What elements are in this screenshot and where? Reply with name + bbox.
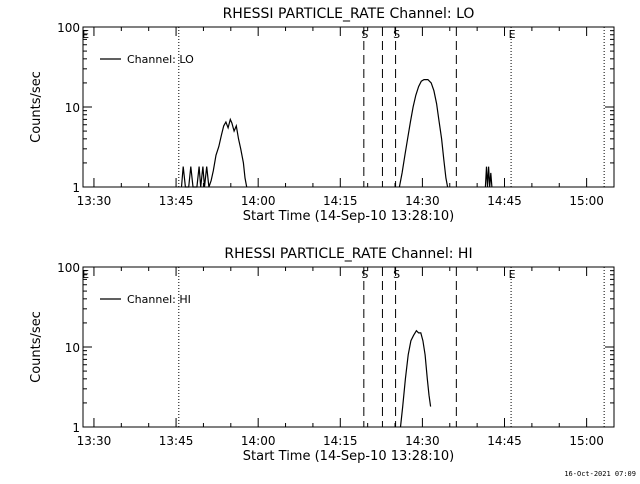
chart-panel-1: RHESSI PARTICLE_RATE Channel: LO 13:30 13:…	[29, 6, 615, 224]
event-marker-label: S	[361, 268, 368, 281]
x-tick-label: 13:45	[159, 434, 194, 448]
series-line	[484, 166, 493, 188]
x-tick-label: 14:15	[323, 434, 358, 448]
y-axis-label: Counts/sec	[29, 71, 44, 143]
x-tick-label: 14:00	[241, 434, 276, 448]
series-line	[399, 329, 432, 428]
event-marker-label: E	[82, 268, 89, 281]
plot-frame	[82, 266, 615, 428]
y-tick-label: 1	[72, 421, 80, 435]
chart-title: RHESSI PARTICLE_RATE Channel: HI	[224, 246, 472, 262]
series-line	[398, 78, 449, 188]
event-marker-label: E	[509, 28, 516, 41]
event-marker-label: S	[393, 268, 400, 281]
x-axis-label: Start Time (14-Sep-10 13:28:10)	[243, 449, 454, 464]
x-tick-label: 14:15	[323, 194, 358, 208]
event-marker-label: E	[82, 28, 89, 41]
y-tick-label: 100	[57, 261, 80, 275]
legend-label: Channel: HI	[127, 293, 191, 306]
x-tick-label: 13:30	[77, 194, 112, 208]
x-tick-label: 15:00	[569, 194, 604, 208]
event-marker-label: S	[361, 28, 368, 41]
x-tick-label: 14:45	[487, 194, 522, 208]
x-tick-label: 14:30	[405, 434, 440, 448]
x-tick-label: 13:30	[77, 434, 112, 448]
footer-timestamp: 16-Oct-2021 07:09	[564, 470, 636, 478]
legend-label: Channel: LO	[127, 53, 194, 66]
x-tick-label: 14:30	[405, 194, 440, 208]
x-tick-label: 14:00	[241, 194, 276, 208]
event-marker-label: E	[509, 268, 516, 281]
y-axis-label: Counts/sec	[29, 311, 44, 383]
chart-title: RHESSI PARTICLE_RATE Channel: LO	[223, 6, 475, 22]
x-tick-label: 13:45	[159, 194, 194, 208]
y-tick-label: 1	[72, 181, 80, 195]
series-line	[180, 117, 248, 188]
x-axis-label: Start Time (14-Sep-10 13:28:10)	[243, 209, 454, 224]
x-tick-label: 14:45	[487, 434, 522, 448]
chart-panel-2: RHESSI PARTICLE_RATE Channel: HI 13:30 13:…	[29, 246, 615, 464]
y-tick-label: 10	[65, 101, 80, 115]
event-marker-label: S	[393, 28, 400, 41]
y-tick-label: 100	[57, 21, 80, 35]
x-tick-label: 15:00	[569, 434, 604, 448]
plot-frame	[82, 26, 615, 188]
y-tick-label: 10	[65, 341, 80, 355]
